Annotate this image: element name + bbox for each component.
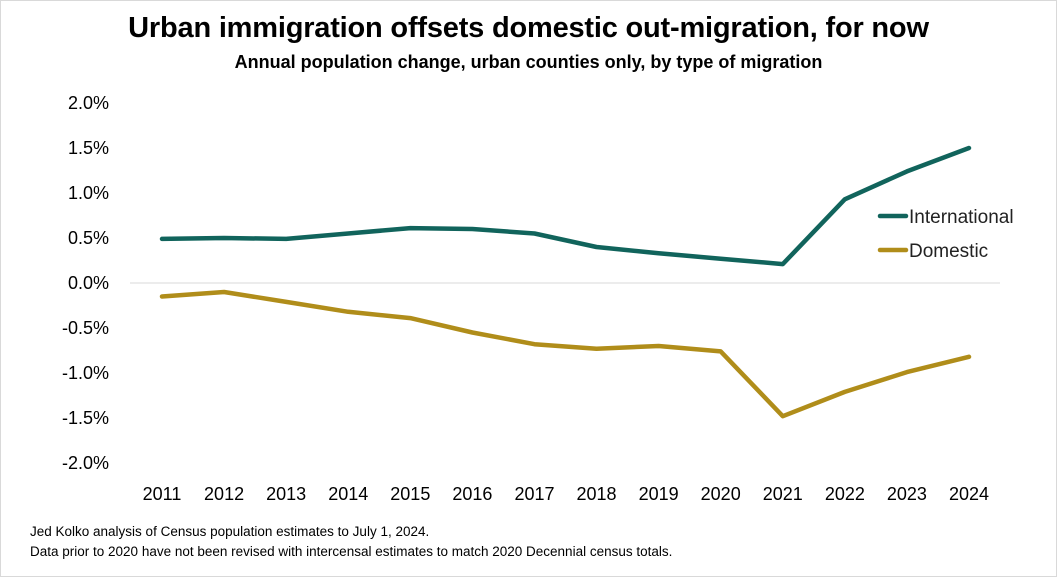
x-tick-label: 2024 [949, 484, 989, 504]
chart-title: Urban immigration offsets domestic out-m… [128, 12, 929, 44]
y-tick-label: 1.5% [68, 138, 109, 158]
legend: International Domestic [877, 207, 1014, 262]
chart-subtitle: Annual population change, urban counties… [234, 52, 823, 72]
series-lines [159, 145, 972, 419]
international-legend-label: International [909, 207, 1014, 228]
y-tick-label: 2.0% [68, 93, 109, 113]
x-tick-label: 2015 [390, 484, 430, 504]
y-tick-label: -1.5% [62, 408, 109, 428]
international-series-line [159, 145, 972, 267]
x-tick-label: 2011 [143, 484, 182, 504]
x-tick-label: 2013 [266, 484, 306, 504]
y-tick-label: 0.0% [68, 273, 109, 293]
y-tick-label: -0.5% [62, 318, 109, 338]
revision-note: Data prior to 2020 have not been revised… [30, 544, 673, 559]
x-tick-label: 2016 [452, 484, 492, 504]
x-axis: 2011 2012 2013 2014 2015 2016 2017 2018 2019 2020… [143, 484, 989, 504]
x-tick-label: 2020 [701, 484, 741, 504]
x-tick-label: 2014 [328, 484, 368, 504]
x-tick-label: 2018 [577, 484, 617, 504]
x-tick-label: 2022 [825, 484, 865, 504]
y-axis: 2.0% 1.5% 1.0% 0.5% 0.0% -0.5% -1.0% -1.5% -2.0% [62, 93, 109, 473]
x-tick-label: 2019 [639, 484, 679, 504]
x-tick-label: 2021 [763, 484, 803, 504]
y-tick-label: -1.0% [62, 363, 109, 383]
y-tick-label: 1.0% [68, 183, 109, 203]
x-tick-label: 2023 [887, 484, 927, 504]
x-tick-label: 2017 [514, 484, 554, 504]
y-tick-label: -2.0% [62, 453, 109, 473]
source-note: Jed Kolko analysis of Census population … [30, 524, 430, 539]
y-tick-label: 0.5% [68, 228, 109, 248]
domestic-series-line [159, 289, 972, 419]
domestic-legend-label: Domestic [909, 241, 988, 262]
x-tick-label: 2012 [204, 484, 244, 504]
